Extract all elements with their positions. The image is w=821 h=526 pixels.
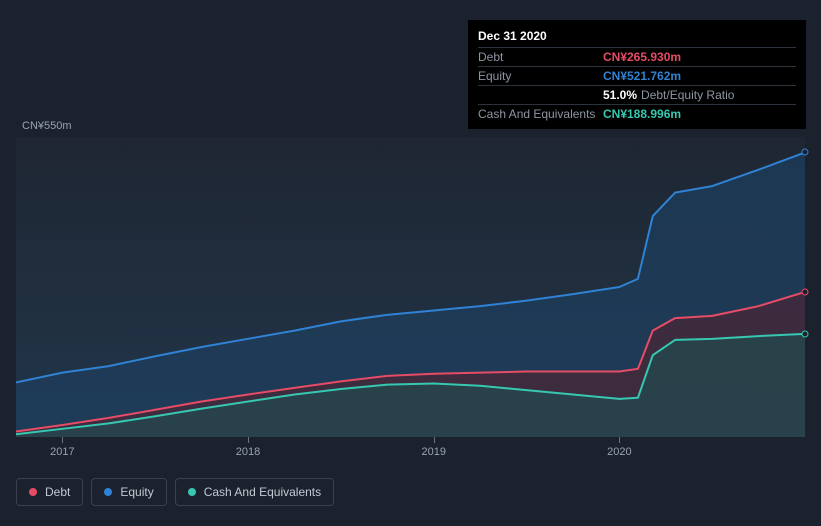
- tooltip-label: [478, 87, 603, 103]
- legend-item-cash[interactable]: Cash And Equivalents: [175, 478, 334, 506]
- x-tick: [619, 437, 620, 443]
- tooltip-date: Dec 31 2020: [478, 28, 796, 44]
- dot-icon: [29, 488, 37, 496]
- x-axis-label: 2020: [607, 446, 631, 458]
- tooltip-row-equity: Equity CN¥521.762m: [478, 66, 796, 85]
- tooltip-row-cash: Cash And Equivalents CN¥188.996m: [478, 104, 796, 123]
- dot-icon: [104, 488, 112, 496]
- x-tick: [434, 437, 435, 443]
- tooltip-value: CN¥188.996m: [603, 106, 681, 122]
- y-axis-label-top: CN¥550m: [22, 120, 72, 132]
- x-tick: [62, 437, 63, 443]
- dot-icon: [188, 488, 196, 496]
- legend-label: Equity: [120, 485, 153, 499]
- tooltip-value: CN¥521.762m: [603, 68, 681, 84]
- end-marker: [802, 149, 809, 156]
- tooltip-value: 51.0% Debt/Equity Ratio: [603, 87, 734, 103]
- end-marker: [802, 330, 809, 337]
- legend-label: Cash And Equivalents: [204, 485, 321, 499]
- x-axis-label: 2019: [421, 446, 445, 458]
- legend-label: Debt: [45, 485, 70, 499]
- tooltip-label: Equity: [478, 68, 603, 84]
- tooltip-row-debt: Debt CN¥265.930m: [478, 47, 796, 66]
- x-axis-label: 2018: [236, 446, 260, 458]
- tooltip-value: CN¥265.930m: [603, 49, 681, 65]
- x-axis: 2017 2018 2019 2020: [16, 437, 805, 467]
- chart-svg: [16, 137, 805, 437]
- x-tick: [248, 437, 249, 443]
- chart-tooltip: Dec 31 2020 Debt CN¥265.930m Equity CN¥5…: [468, 20, 806, 129]
- legend: Debt Equity Cash And Equivalents: [16, 478, 334, 506]
- end-marker: [802, 288, 809, 295]
- tooltip-label: Cash And Equivalents: [478, 106, 603, 122]
- tooltip-ratio-pct: 51.0%: [603, 88, 637, 102]
- legend-item-debt[interactable]: Debt: [16, 478, 83, 506]
- x-axis-label: 2017: [50, 446, 74, 458]
- chart-plot-area[interactable]: [16, 137, 805, 437]
- tooltip-label: Debt: [478, 49, 603, 65]
- tooltip-row-ratio: 51.0% Debt/Equity Ratio: [478, 85, 796, 104]
- legend-item-equity[interactable]: Equity: [91, 478, 166, 506]
- tooltip-ratio-suffix: Debt/Equity Ratio: [641, 88, 734, 102]
